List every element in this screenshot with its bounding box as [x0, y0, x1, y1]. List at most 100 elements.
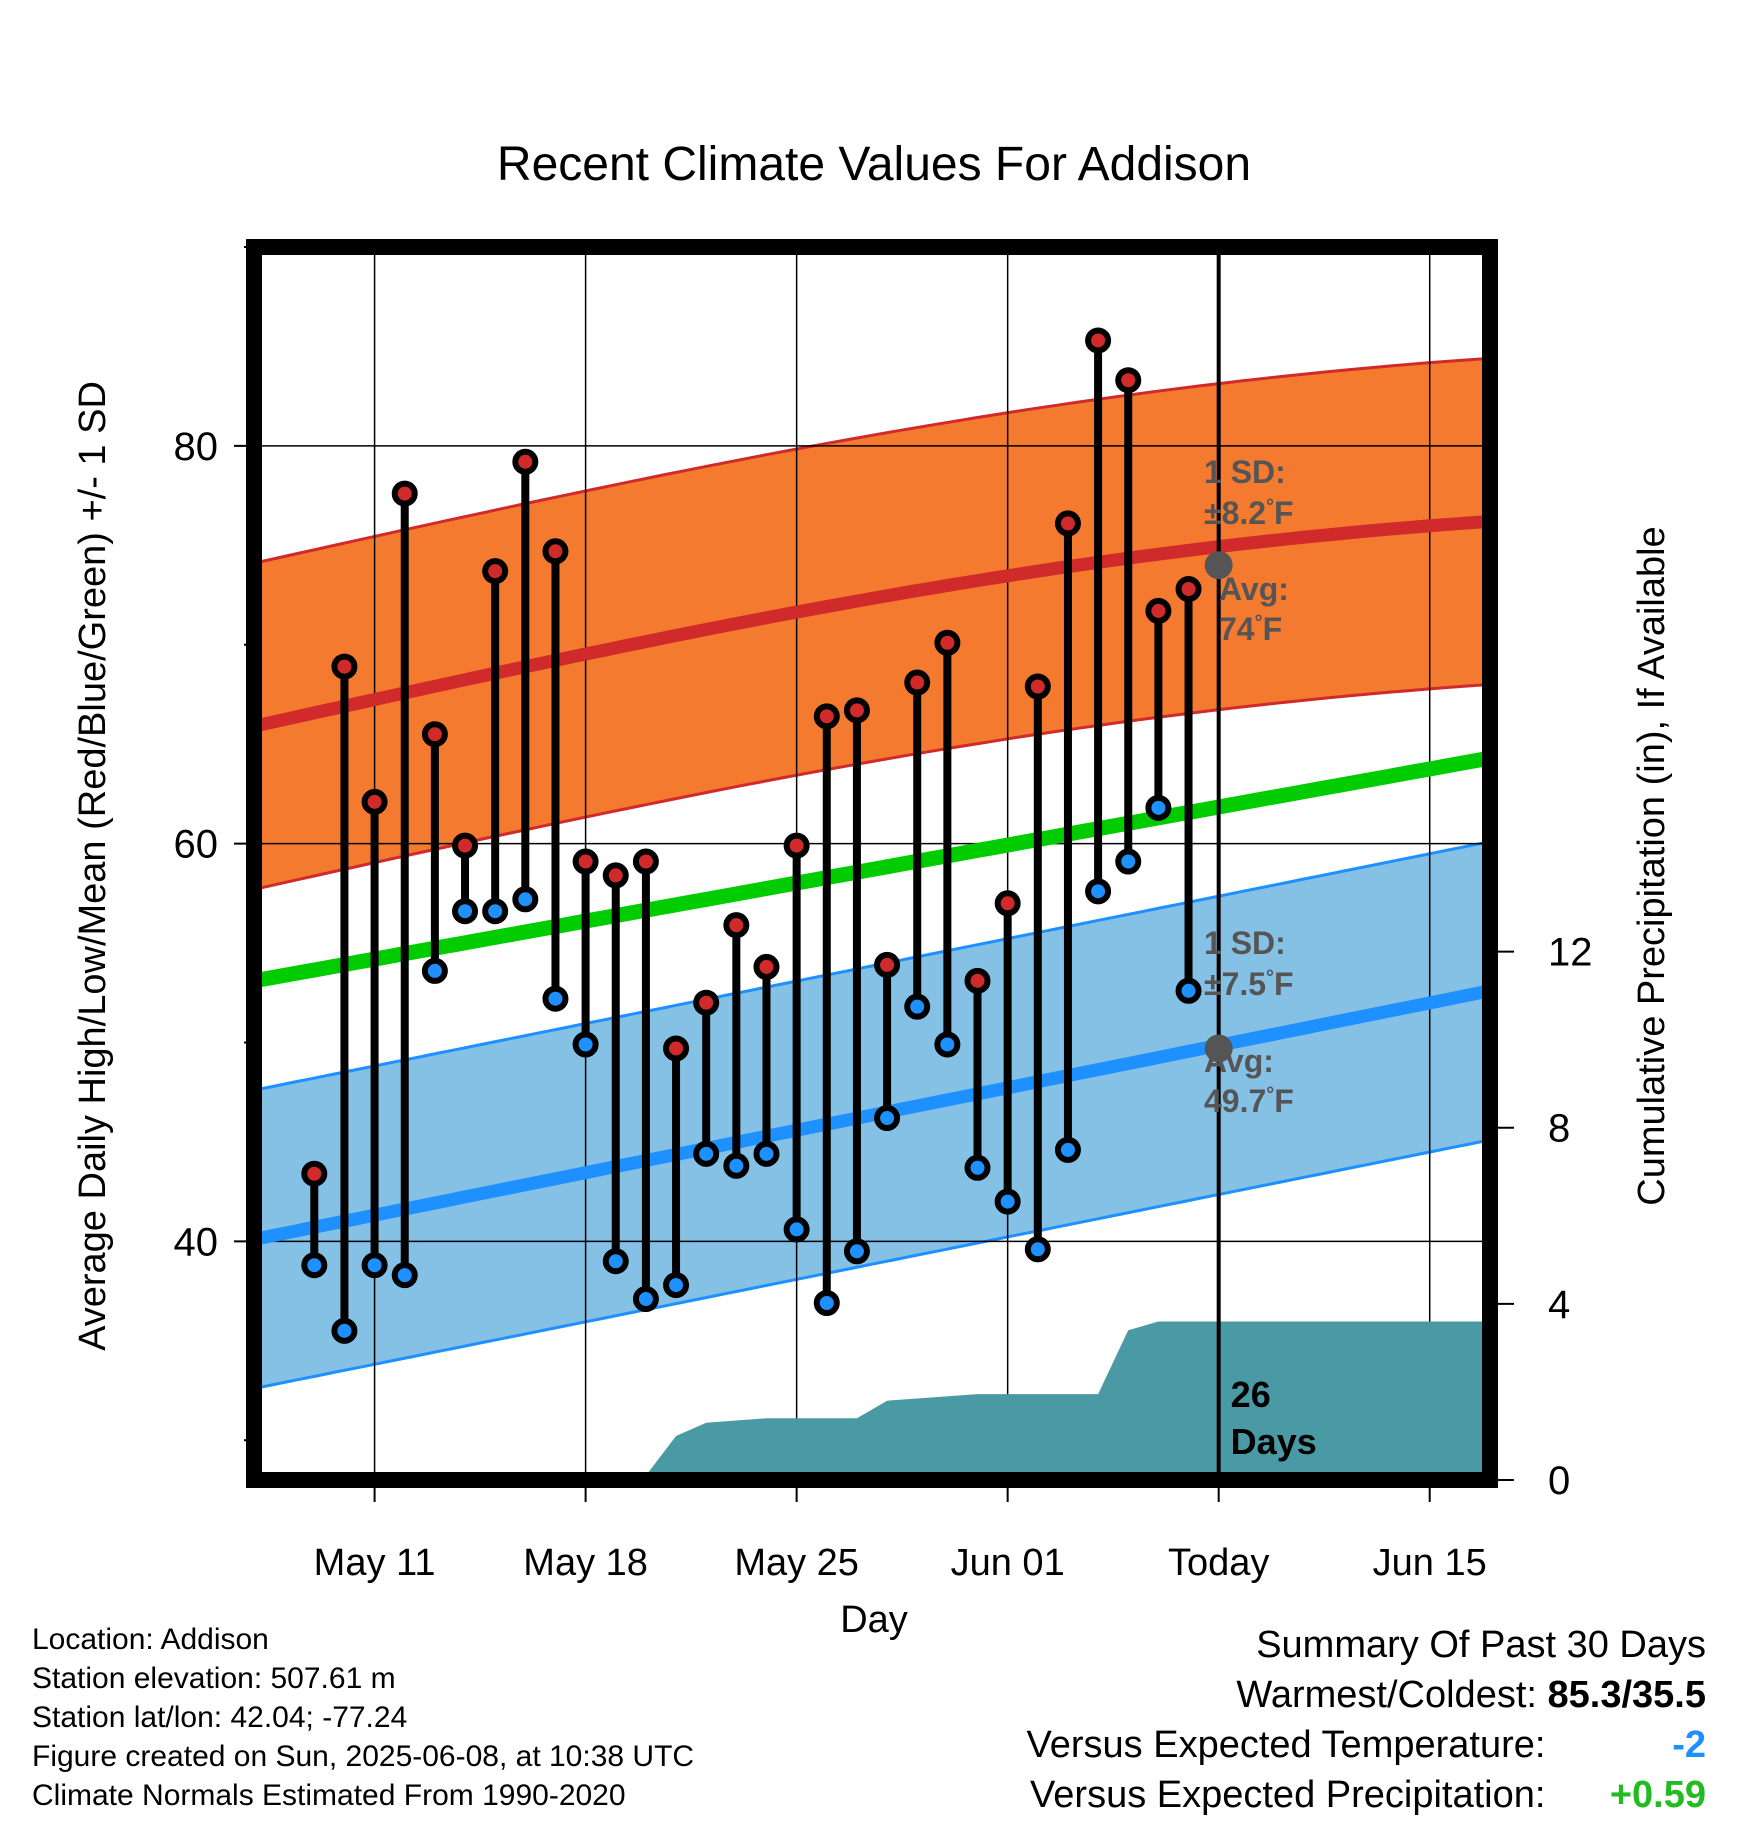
daily-high-point [934, 629, 961, 656]
daily-high-point [1175, 576, 1202, 603]
daily-low-point [421, 957, 448, 984]
today-days-label: 26 [1231, 1374, 1271, 1415]
high-band-upper [254, 356, 1490, 565]
station-location: Location: Addison [32, 1623, 269, 1656]
x-tick-label: May 11 [314, 1542, 436, 1584]
climate-normals-note: Climate Normals Estimated From 1990-2020 [32, 1779, 626, 1812]
daily-low-point [723, 1152, 750, 1179]
daily-high-point [421, 721, 448, 748]
high-sd-band [254, 358, 1490, 890]
low-band-lower [254, 1138, 1490, 1390]
daily-high-point [753, 953, 780, 980]
temp-anomaly-value: -2 [1672, 1724, 1706, 1766]
daily-high-point [813, 703, 840, 730]
daily-high-point [632, 848, 659, 875]
daily-high-point [693, 989, 720, 1016]
today-low-avg-marker [1204, 1034, 1233, 1063]
daily-high-point [723, 912, 750, 939]
daily-high-point [391, 480, 418, 507]
daily-high-point [964, 967, 991, 994]
normal-high-line [254, 514, 1490, 733]
chart-title: Recent Climate Values For Addison [497, 138, 1251, 191]
daily-high-point [1085, 327, 1112, 354]
plot-content [254, 247, 1490, 1480]
daily-high-point [1024, 673, 1051, 700]
daily-low-point [663, 1272, 690, 1299]
daily-high-point [542, 538, 569, 565]
today-high-avg-marker [1204, 551, 1233, 580]
daily-low-point [602, 1248, 629, 1275]
normal-mean-line [254, 750, 1490, 989]
y-axis-label-right: Cumulative Precipitation (in), If Availa… [1631, 526, 1673, 1205]
high-avg-label: Avg: [1219, 571, 1289, 607]
daily-low-point [632, 1286, 659, 1313]
daily-low-point [512, 886, 539, 913]
x-tick-label: Jun 01 [951, 1542, 1065, 1584]
y-tick-label-right: 12 [1548, 931, 1593, 975]
daily-low-point [1085, 878, 1112, 905]
y-tick-label-left: 40 [174, 1220, 219, 1264]
daily-low-point [361, 1252, 388, 1279]
y-tick-label-right: 4 [1548, 1283, 1570, 1327]
x-tick-label: May 25 [734, 1542, 859, 1584]
plot-frame [246, 239, 1498, 1488]
y-tick-label-left: 60 [174, 823, 219, 867]
daily-low-point [1024, 1236, 1051, 1263]
daily-high-point [452, 832, 479, 859]
daily-high-point [904, 669, 931, 696]
daily-low-point [452, 898, 479, 925]
daily-low-point [572, 1031, 599, 1058]
daily-low-point [994, 1188, 1021, 1215]
high-avg-value: 74°F [1219, 611, 1282, 647]
daily-low-point [964, 1154, 991, 1181]
daily-high-point [602, 862, 629, 889]
figure-created: Figure created on Sun, 2025-06-08, at 10… [32, 1740, 695, 1773]
daily-low-point [753, 1140, 780, 1167]
daily-low-point [1175, 977, 1202, 1004]
station-info: Location: Addison Station elevation: 507… [32, 1620, 694, 1815]
daily-low-point [874, 1105, 901, 1132]
daily-low-point [934, 1031, 961, 1058]
daily-high-point [512, 448, 539, 475]
daily-high-point [843, 697, 870, 724]
daily-high-point [783, 832, 810, 859]
daily-high-point [301, 1160, 328, 1187]
daily-high-point [572, 848, 599, 875]
daily-low-point [542, 985, 569, 1012]
warm-cold-label: Warmest/Coldest: [1236, 1674, 1537, 1716]
y-tick-label-right: 0 [1548, 1459, 1570, 1503]
low-avg-value: 49.7°F [1204, 1083, 1294, 1119]
daily-high-point [874, 951, 901, 978]
precip-area [254, 1321, 1490, 1480]
x-tick-label: Today [1168, 1542, 1269, 1584]
y-tick-label-right: 8 [1548, 1107, 1570, 1151]
daily-low-point [1115, 848, 1142, 875]
summary-warm-cold-row: Warmest/Coldest: 85.3/35.5 [806, 1670, 1706, 1720]
daily-low-point [904, 993, 931, 1020]
high-sd-value: ±8.2°F [1204, 495, 1294, 531]
precip-anomaly-value: +0.59 [1609, 1774, 1706, 1816]
station-elevation: Station elevation: 507.61 m [32, 1662, 396, 1695]
plot-area: 1 SD: ±8.2°F Avg: 74°F 1 SD: ±7.5°F Avg: 49.7°F… [174, 239, 1593, 1584]
summary-title: Summary Of Past 30 Days [1256, 1624, 1706, 1666]
high-sd-label: 1 SD: [1204, 454, 1286, 490]
daily-low-point [482, 898, 509, 925]
daily-low-point [1054, 1136, 1081, 1163]
low-avg-label: Avg: [1204, 1043, 1274, 1079]
summary-temp-row: Versus Expected Temperature: -2 [806, 1720, 1706, 1770]
y-axis-label-left: Average Daily High/Low/Mean (Red/Blue/Gr… [72, 381, 114, 1351]
daily-high-point [1145, 597, 1172, 624]
daily-high-point [482, 558, 509, 585]
daily-low-point [391, 1262, 418, 1289]
warm-cold-value: 85.3/35.5 [1547, 1674, 1706, 1716]
daily-high-point [663, 1035, 690, 1062]
daily-high-point [361, 788, 388, 815]
daily-low-point [813, 1290, 840, 1317]
precip-anomaly-label: Versus Expected Precipitation: [1030, 1774, 1546, 1816]
summary-panel: Summary Of Past 30 Days Warmest/Coldest:… [806, 1620, 1706, 1820]
daily-high-point [1054, 510, 1081, 537]
daily-high-point [1115, 367, 1142, 394]
normal-low-line [254, 984, 1490, 1246]
summary-precip-row: Versus Expected Precipitation: +0.59 [806, 1770, 1706, 1820]
